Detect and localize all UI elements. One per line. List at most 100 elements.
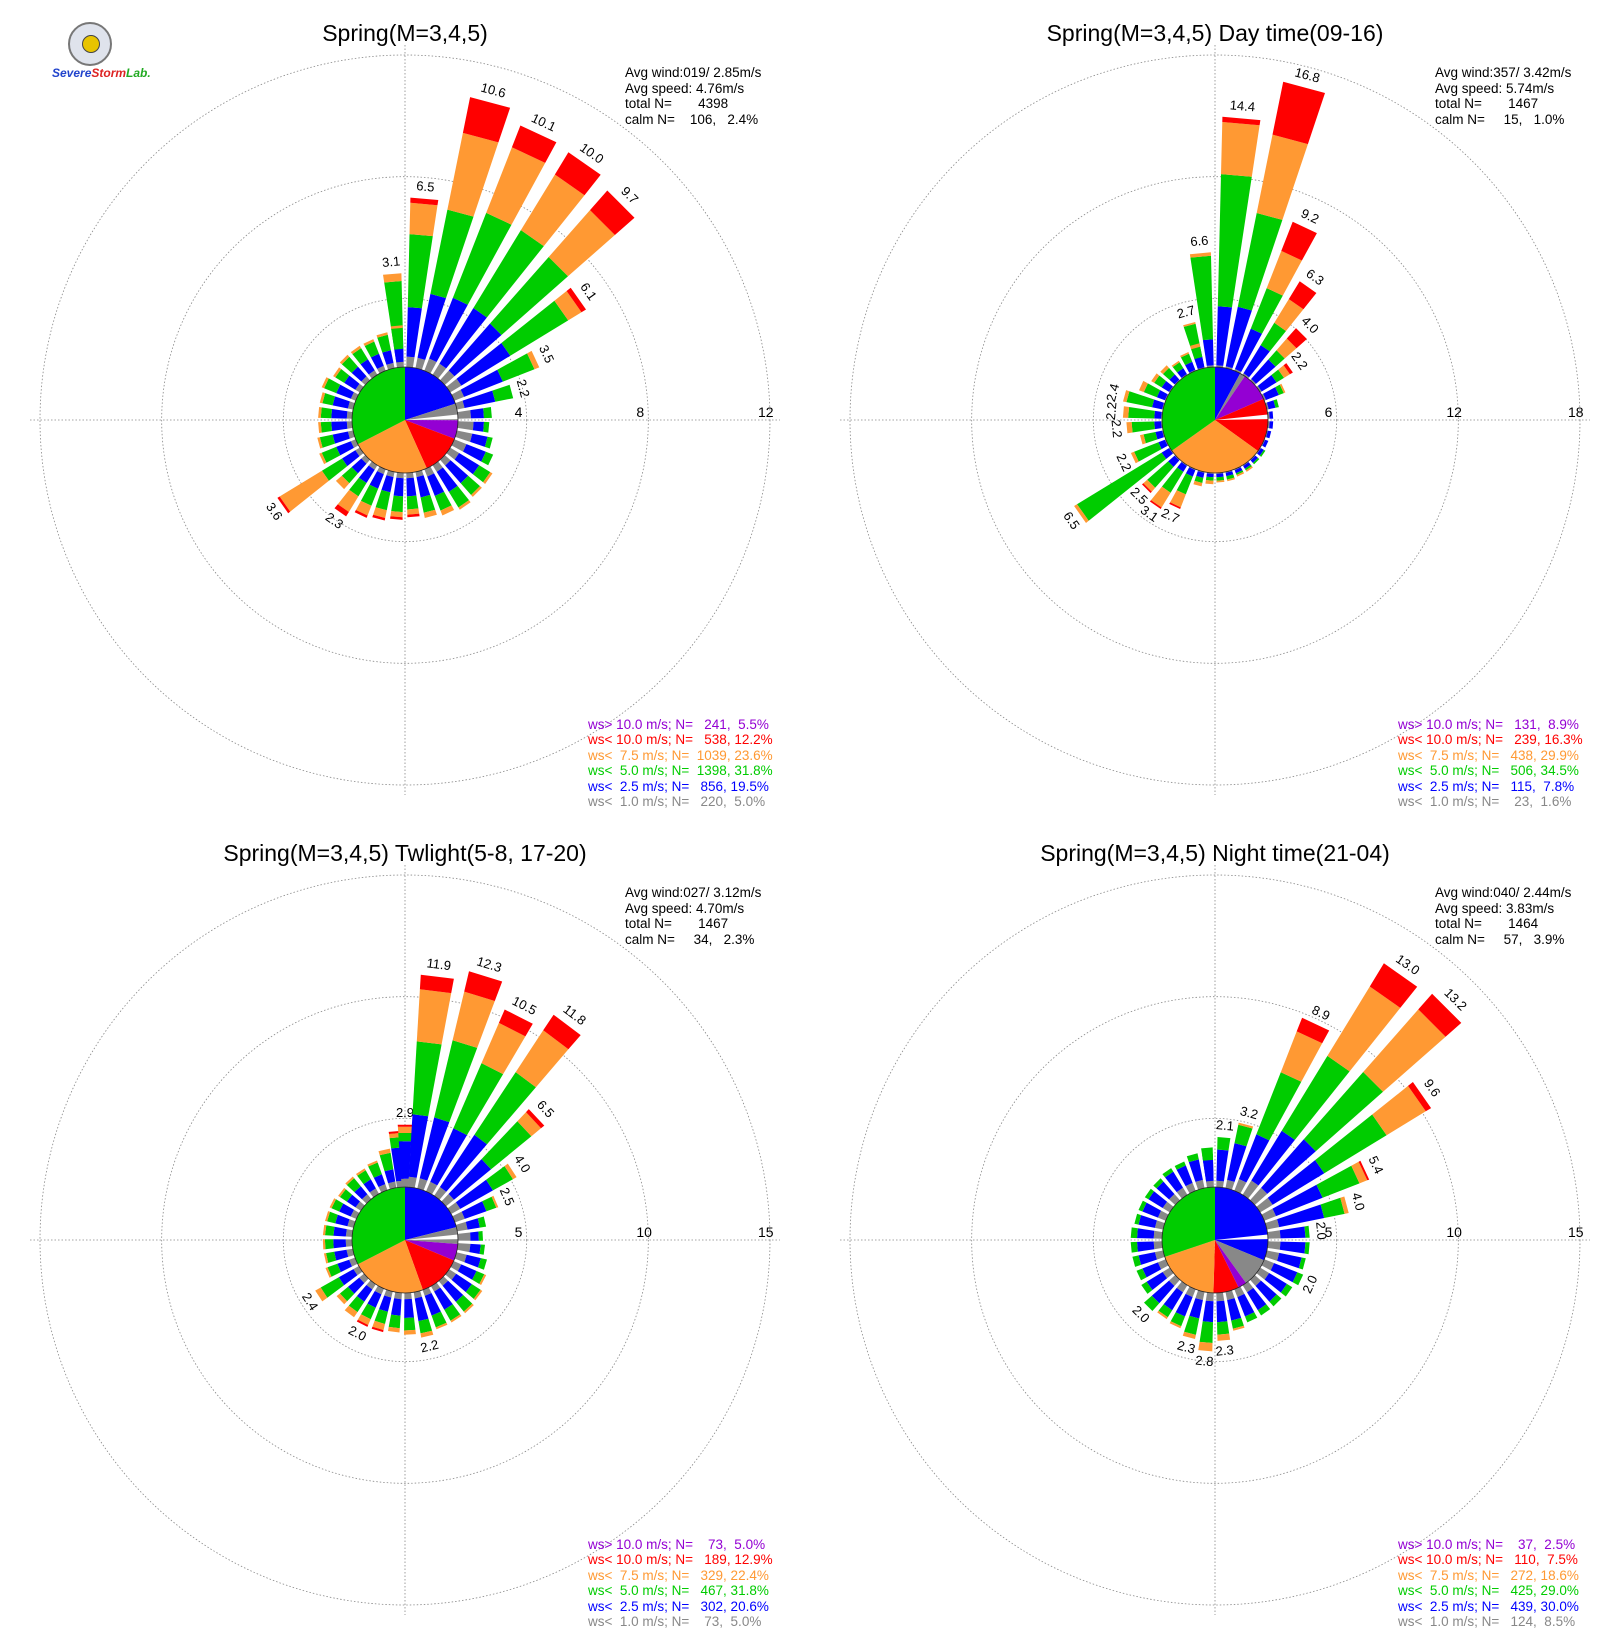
windrose-panel-1: 4 8 12 3.1 6.5 10.6 10.1 10.0 9.7 6.1 3.5 2.2 2.3 3.6… [0,0,810,820]
bar-segment-lt25 [460,369,503,397]
bar-segment-lt25 [379,1295,392,1312]
bar-segment-lt25 [1277,1252,1302,1269]
bar-segment-lt25 [1243,345,1270,378]
bar-segment-lt25 [369,471,384,489]
bar-segment-lt25 [1177,462,1187,472]
bar-segment-lt75 [1266,250,1302,296]
bar-segment-lt25 [1177,368,1187,378]
bar-segment-lt25 [1266,400,1276,410]
bar-segment-lt1 [1234,369,1242,374]
direction-bar [1256,363,1293,393]
direction-bar [457,1243,485,1255]
direction-bar [1234,1286,1258,1323]
bar-segment-lt75 [1126,422,1133,434]
bar-segment-lt25 [430,1128,467,1186]
bar-value-label: 2.7 [1159,505,1182,526]
bar-segment-lt1 [454,1252,467,1263]
bar-segment-lt1 [1242,1281,1254,1293]
pie-slice-lt10 [1213,1240,1239,1294]
bar-segment-lt1 [1242,1180,1259,1199]
direction-bar [1126,421,1163,434]
bar-segment-lt5 [497,353,535,382]
bar-segment-lt5 [1143,383,1161,398]
logo-wordmark: SevereStormLab. [52,66,151,80]
bar-segment-lt25 [358,465,375,483]
bar-segment-lt75 [1198,1341,1213,1352]
bar-segment-lt5 [1141,1281,1153,1294]
stats-line: Avg wind:357/ 3.42m/s [1435,65,1572,80]
direction-bar [1198,1292,1214,1352]
bar-segment-lt5 [377,334,391,353]
bar-segment-lt25 [391,1298,402,1316]
bar-segment-lt1 [396,361,404,368]
bar-segment-lt25 [1185,361,1196,373]
bar-segment-lt25 [1175,1293,1193,1317]
direction-bar [336,1273,369,1305]
bar-segment-lt75 [1157,1310,1168,1320]
bar-segment-lt1 [346,1248,355,1257]
bar-segment-lt75 [390,325,403,329]
bar-segment-lt1 [440,370,455,385]
grid-ring [161,176,649,664]
bar-segment-lt1 [359,1273,369,1284]
pie-outline [351,1186,459,1294]
direction-bar [413,1290,434,1338]
bar-segment-lt1 [404,1292,412,1300]
direction-bar [350,345,378,379]
bar-value-label: 9.6 [1421,1076,1444,1099]
bar-segment-lt1 [1195,1179,1205,1190]
bar-segment-lt75 [473,1289,483,1301]
bar-segment-lt5 [1162,367,1175,380]
bar-segment-lt5 [1259,449,1266,457]
bar-segment-lt1 [347,1219,356,1228]
pie-outline [351,366,459,474]
bar-segment-lt25 [1188,1159,1203,1182]
bar-segment-lt5 [418,1318,433,1334]
bar-segment-lt25 [1154,421,1162,430]
bar-segment-lt25 [427,473,445,496]
bar-value-label: 2.0 [346,1322,369,1344]
direction-bar [319,392,355,410]
bar-segment-lt1 [1162,1267,1174,1279]
pie-slice-gt10 [1215,1240,1246,1288]
bar-segment-lt10 [590,190,635,235]
direction-bar [1261,1160,1370,1221]
bar-segment-lt5 [407,234,433,309]
bar-segment-lt5 [1292,1272,1304,1286]
legend-entry-lt1: ws< 1.0 m/s; N= 23, 1.6% [1398,794,1572,810]
bar-segment-lt25 [1189,1298,1203,1319]
pie-slice-lt1 [1215,1240,1264,1283]
bar-segment-lt5 [1194,476,1204,483]
bar-segment-lt5 [368,1162,382,1178]
bar-segment-lt10 [371,1326,384,1333]
bar-segment-lt5 [398,1133,412,1142]
legend-entry-lt1: ws< 1.0 m/s; N= 124, 8.5% [1398,1614,1576,1630]
bar-segment-lt75 [1256,134,1308,220]
bar-segment-lt25 [416,475,431,498]
direction-bar [372,470,395,521]
direction-bar [1169,466,1196,509]
bar-segment-lt1 [394,1292,402,1300]
legend-entry-lt5: ws< 5.0 m/s; N= 467, 31.8% [588,1583,769,1599]
bar-segment-lt1 [457,410,471,419]
bar-segment-lt75 [329,1198,336,1209]
bar-value-label: 10.1 [529,110,558,134]
bar-segment-lt75 [1180,352,1189,358]
bar-segment-lt75 [1245,466,1253,472]
direction-bar [1193,470,1205,487]
bar-segment-lt75 [355,500,372,516]
direction-bar [1216,1137,1231,1188]
legend-entry-lt25: ws< 2.5 m/s; N= 439, 30.0% [1398,1598,1579,1614]
bar-segment-lt10 [462,97,511,143]
bar-segment-lt25 [335,1214,350,1227]
direction-bar [1267,1225,1310,1239]
bar-segment-lt5 [384,281,403,340]
stats-line: Avg speed: 5.74m/s [1435,80,1555,96]
bar-segment-lt1 [1205,1292,1214,1302]
bar-value-label: 4.0 [511,1152,533,1175]
bar-segment-lt75 [458,500,471,510]
bar-segment-lt1 [1261,1259,1275,1271]
direction-bar [339,354,370,385]
bar-segment-lt5 [339,1286,355,1302]
bar-segment-lt75 [1151,486,1171,508]
